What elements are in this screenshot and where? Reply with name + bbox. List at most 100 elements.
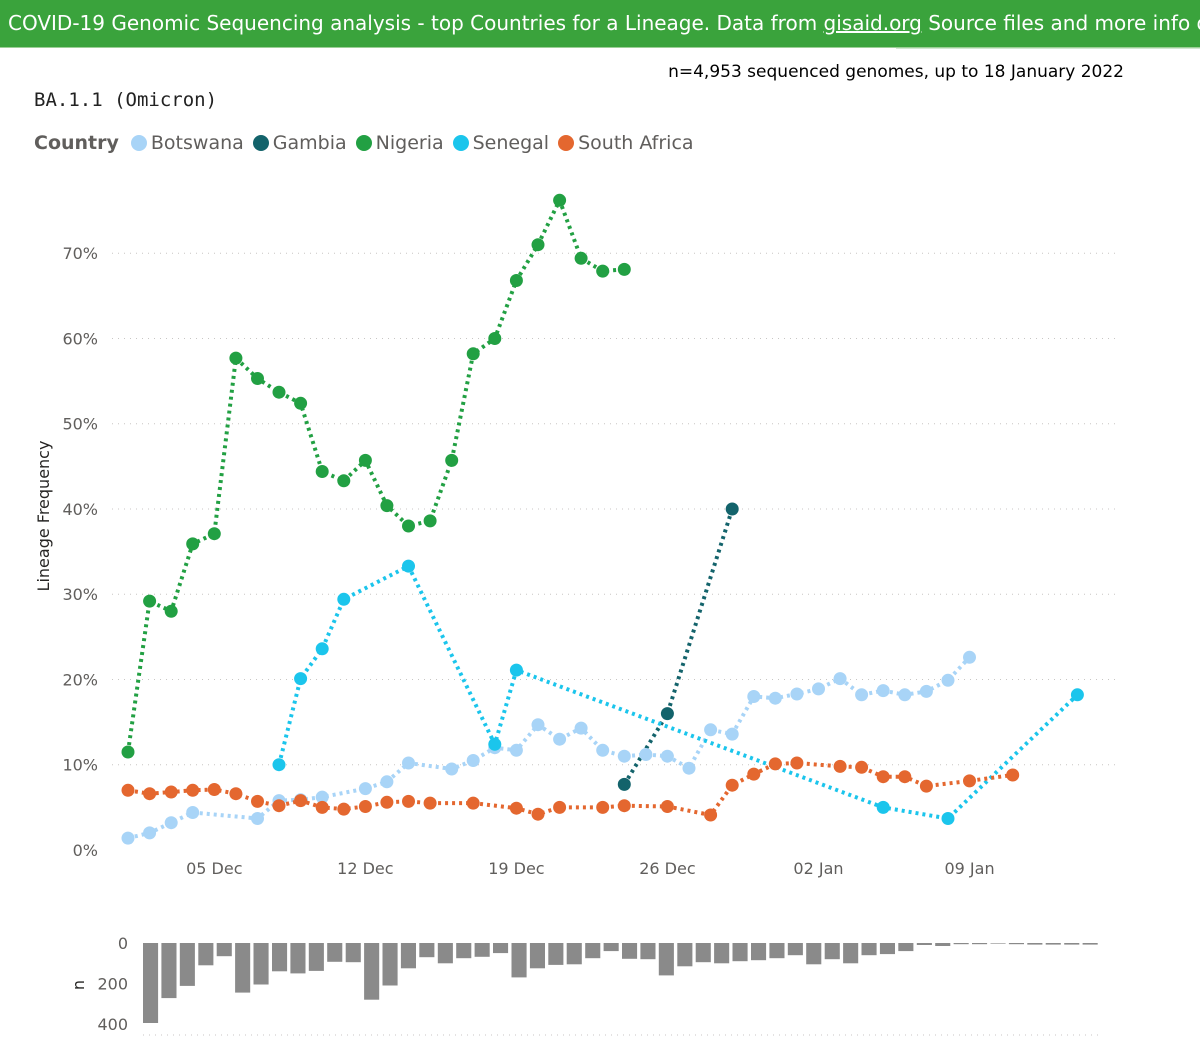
data-point-botswana — [704, 723, 718, 737]
y-tick-label: 50% — [62, 415, 98, 434]
data-point-botswana — [402, 756, 415, 770]
count-bar — [456, 943, 472, 959]
count-bar — [364, 943, 380, 1000]
data-point-south-africa — [1006, 768, 1020, 782]
data-point-nigeria — [553, 193, 567, 207]
data-point-south-africa — [143, 787, 157, 801]
data-point-botswana — [186, 806, 200, 819]
data-point-senegal — [337, 592, 351, 606]
count-bar — [272, 943, 288, 972]
data-point-south-africa — [704, 808, 718, 822]
bar-y-tick-label: 400 — [97, 1015, 128, 1034]
legend-label: Botswana — [150, 132, 244, 154]
data-point-south-africa — [402, 794, 415, 808]
count-bar — [806, 943, 822, 965]
series-lines — [126, 195, 1079, 841]
data-point-gambia — [725, 502, 739, 516]
y-tick-label: 60% — [62, 329, 98, 348]
data-point-south-africa — [747, 767, 761, 781]
legend-dot-icon — [252, 135, 269, 151]
data-point-senegal — [509, 663, 523, 677]
count-bar — [566, 943, 582, 965]
data-point-nigeria — [509, 274, 523, 287]
data-point-nigeria — [617, 262, 631, 276]
chart-legend: Country Botswana Gambia Nigeria Senegal … — [34, 132, 703, 154]
count-bar — [1064, 943, 1080, 945]
x-tick-label: 19 Dec — [488, 859, 544, 878]
data-point-nigeria — [380, 499, 394, 513]
count-bar — [1027, 943, 1043, 945]
data-point-nigeria — [466, 347, 480, 361]
count-bar — [548, 943, 564, 965]
data-point-nigeria — [143, 594, 157, 608]
data-point-botswana — [876, 684, 890, 698]
data-point-nigeria — [358, 453, 372, 467]
data-point-nigeria — [121, 745, 135, 759]
data-point-south-africa — [294, 794, 308, 808]
bar-y-tick-label: 200 — [97, 975, 128, 994]
legend-dot-icon — [558, 135, 575, 151]
legend-item-gambia[interactable]: Gambia — [252, 132, 347, 154]
data-point-senegal — [402, 559, 415, 573]
count-bar — [437, 943, 453, 964]
count-bar — [677, 943, 693, 967]
data-point-nigeria — [402, 519, 415, 533]
legend-item-south-africa[interactable]: South Africa — [558, 132, 694, 154]
data-point-south-africa — [660, 800, 674, 813]
count-bar — [308, 943, 324, 971]
lineage-title: BA.1.1 (Omicron) — [34, 89, 218, 111]
count-bar — [787, 943, 803, 956]
data-point-south-africa — [358, 800, 372, 813]
count-bar — [732, 943, 748, 962]
data-point-south-africa — [898, 770, 912, 784]
data-point-senegal — [315, 642, 329, 656]
legend-item-senegal[interactable]: Senegal — [452, 132, 550, 154]
data-point-senegal — [272, 758, 286, 772]
gisaid-link[interactable]: gisaid.org — [823, 11, 922, 35]
data-point-botswana — [941, 673, 955, 687]
data-point-senegal — [876, 800, 890, 814]
header-divider — [896, 48, 1200, 49]
y-tick-label: 40% — [62, 500, 98, 519]
data-point-botswana — [574, 721, 588, 735]
data-point-botswana — [164, 816, 178, 830]
data-point-nigeria — [337, 474, 351, 488]
count-bars: 0 200 400 n — [69, 934, 1101, 1036]
grid-layer — [112, 252, 1118, 766]
data-point-south-africa — [337, 802, 351, 816]
data-point-nigeria — [186, 537, 200, 551]
y-tick-label: 30% — [62, 585, 98, 604]
data-point-botswana — [812, 682, 825, 696]
data-point-south-africa — [251, 794, 264, 808]
data-point-botswana — [639, 748, 653, 761]
count-bar — [1045, 943, 1061, 945]
count-bar — [751, 943, 767, 961]
data-point-botswana — [790, 687, 804, 701]
legend-item-nigeria[interactable]: Nigeria — [355, 132, 444, 154]
axis-labels: 0% 10% 20% 30% 40% 50% 60% 70% 05 Dec 12 Dec 19 De… — [34, 244, 995, 878]
data-point-botswana — [380, 775, 394, 789]
count-bar — [769, 943, 785, 959]
count-bar — [990, 943, 1006, 944]
data-point-nigeria — [315, 465, 329, 478]
legend-label: Senegal — [472, 132, 550, 154]
data-point-senegal — [1070, 688, 1084, 702]
count-bar — [327, 943, 343, 962]
y-tick-label: 70% — [62, 244, 98, 263]
data-point-south-africa — [186, 783, 200, 797]
legend-dot-icon — [452, 135, 469, 151]
data-point-botswana — [251, 812, 264, 825]
data-point-nigeria — [488, 332, 502, 345]
series-line-senegal — [277, 563, 1079, 821]
data-point-south-africa — [617, 799, 631, 813]
x-tick-label: 09 Jan — [944, 859, 994, 878]
legend-item-botswana[interactable]: Botswana — [130, 132, 244, 154]
count-bar — [474, 943, 490, 957]
data-point-botswana — [143, 826, 157, 840]
data-point-south-africa — [531, 807, 545, 821]
legend-label: South Africa — [578, 132, 694, 154]
count-bar — [898, 943, 914, 952]
count-bar — [824, 943, 840, 960]
count-bar — [511, 943, 527, 978]
